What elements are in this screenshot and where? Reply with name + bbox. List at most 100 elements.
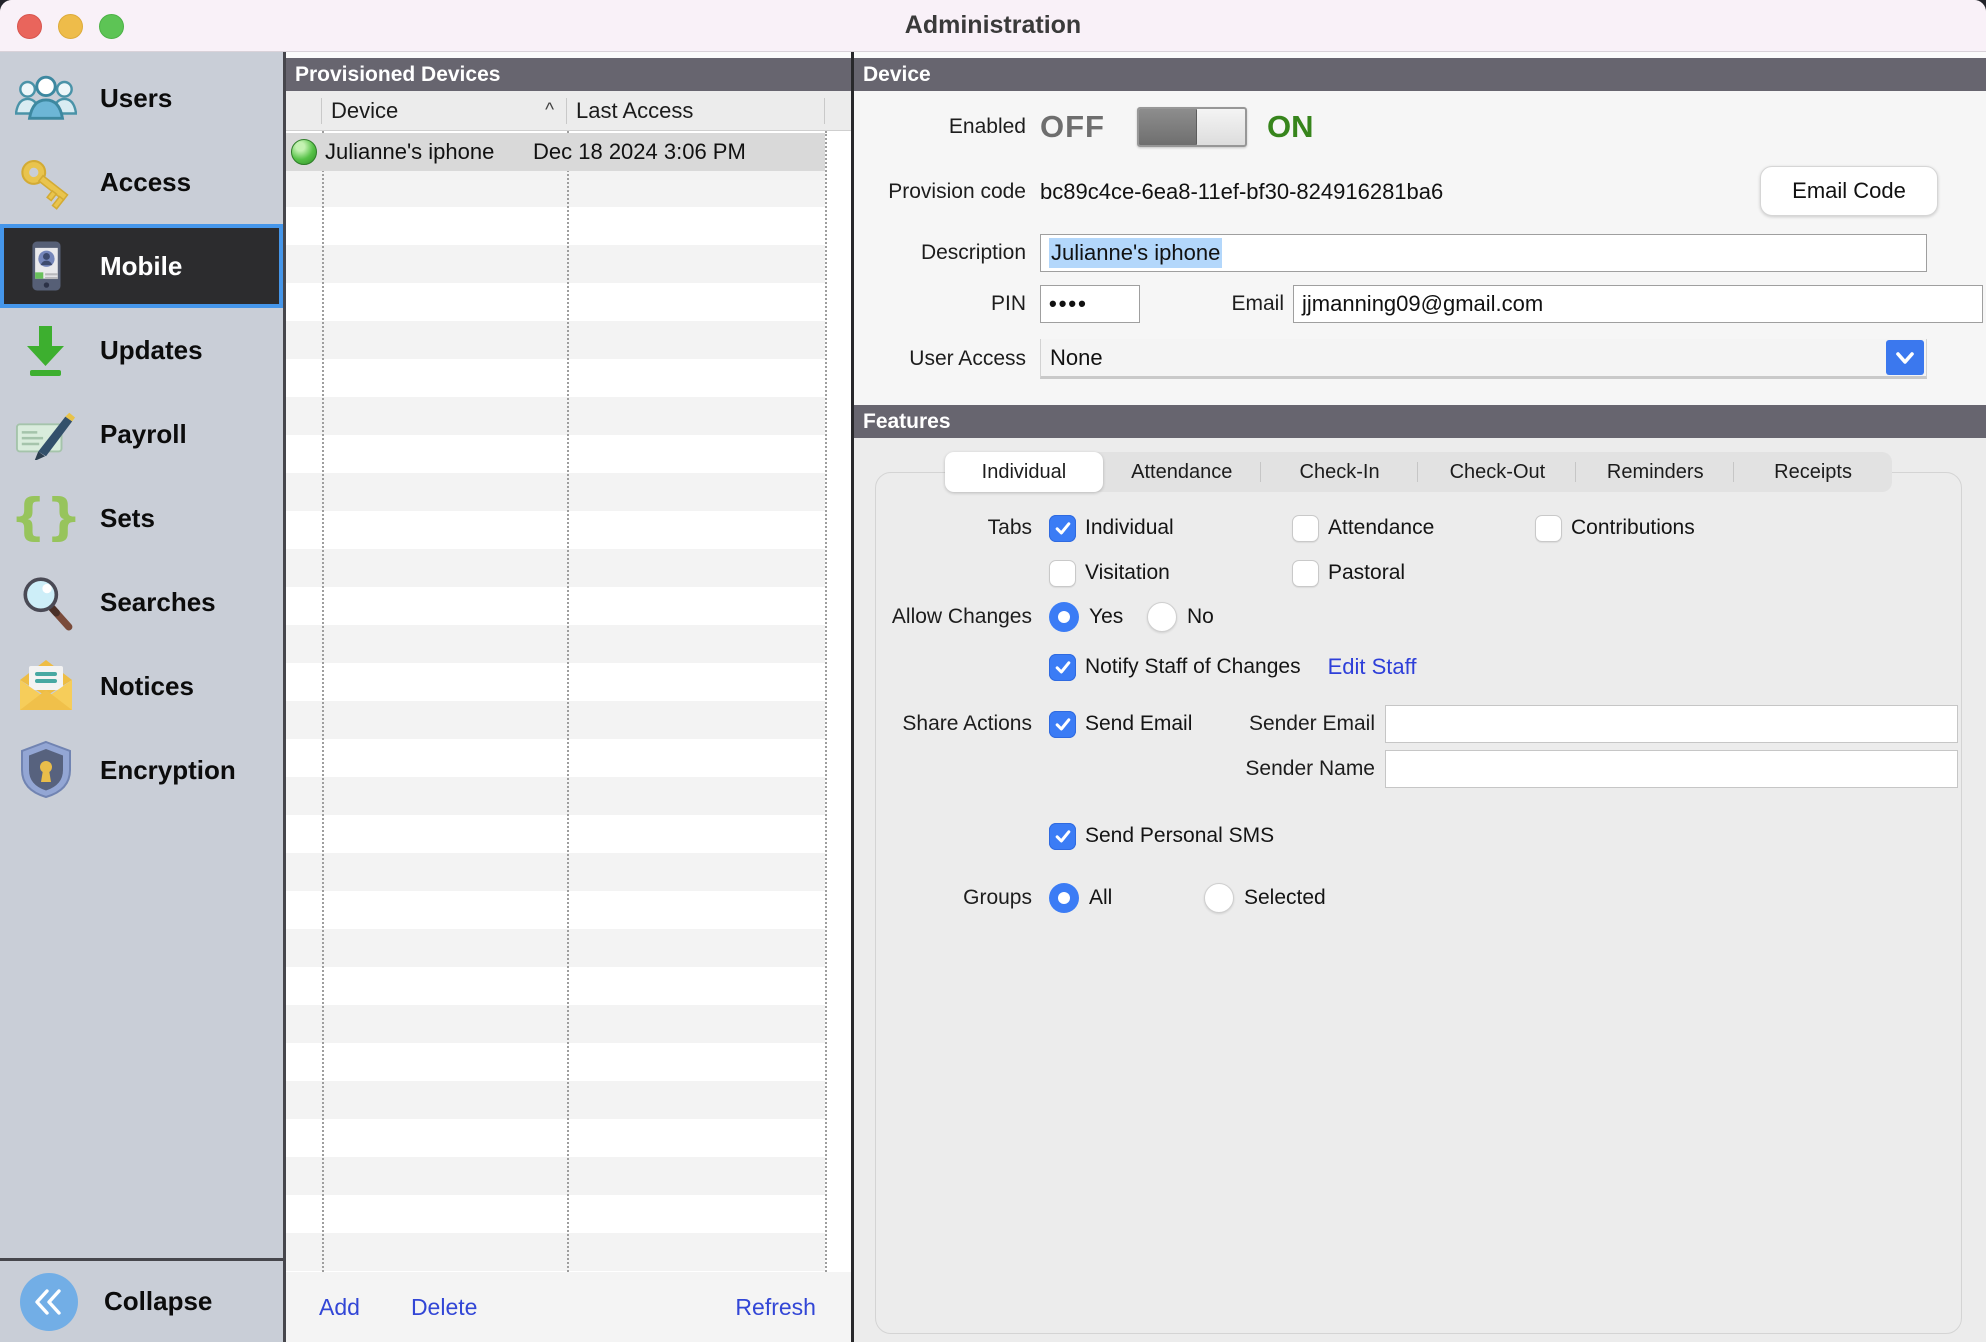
radio-group-selected[interactable]: Selected bbox=[1204, 883, 1326, 913]
titlebar: Administration bbox=[0, 0, 1986, 52]
checkbox-checked-icon[interactable] bbox=[1049, 822, 1076, 850]
checkbox-group-visitation[interactable]: Visitation bbox=[1049, 559, 1292, 587]
sort-ascending-icon[interactable]: ^ bbox=[545, 99, 554, 121]
sidebar-item-updates[interactable]: Updates bbox=[0, 308, 283, 392]
column-divider bbox=[825, 131, 827, 1272]
provision-code-value: bc89c4ce-6ea8-11ef-bf30-824916281ba6 bbox=[1040, 179, 1444, 204]
device-column-header[interactable]: Device ^ bbox=[322, 97, 567, 124]
radio-unselected-icon[interactable] bbox=[1147, 602, 1177, 632]
features-tabstrip: Individual Attendance Check-In Check-Out… bbox=[945, 452, 1892, 492]
mobile-icon bbox=[14, 236, 78, 296]
checkbox-checked-icon[interactable] bbox=[1049, 514, 1076, 542]
sidebar-item-sets[interactable]: {} Sets bbox=[0, 476, 283, 560]
selected-text: Julianne's iphone bbox=[1049, 238, 1223, 268]
description-input[interactable]: Julianne's iphone bbox=[1040, 234, 1927, 272]
sidebar-item-access[interactable]: Access bbox=[0, 140, 283, 224]
checkbox-group-send-sms[interactable]: Send Personal SMS bbox=[1049, 822, 1274, 850]
edit-staff-link[interactable]: Edit Staff bbox=[1327, 654, 1417, 679]
sender-name-input[interactable] bbox=[1385, 750, 1958, 788]
close-window-button[interactable] bbox=[17, 14, 42, 39]
table-stripes bbox=[286, 131, 825, 1272]
checkbox-group-pastoral[interactable]: Pastoral bbox=[1292, 559, 1405, 587]
pin-input[interactable]: •••• bbox=[1040, 285, 1140, 323]
device-section-header: Device bbox=[854, 58, 1986, 91]
user-access-value: None bbox=[1050, 344, 1103, 370]
sidebar-item-label: Encryption bbox=[100, 754, 236, 785]
device-actions-bar: Add Delete Refresh bbox=[286, 1272, 851, 1342]
tabs-label: Tabs bbox=[987, 516, 1032, 539]
email-label: Email bbox=[1231, 292, 1284, 315]
tab-attendance[interactable]: Attendance bbox=[1103, 452, 1261, 492]
share-actions-label: Share Actions bbox=[902, 712, 1032, 735]
tab-receipts[interactable]: Receipts bbox=[1774, 460, 1852, 483]
sidebar-item-label: Searches bbox=[100, 586, 216, 617]
tab-reminders[interactable]: Reminders bbox=[1576, 452, 1734, 492]
email-input[interactable]: jjmanning09@gmail.com bbox=[1293, 285, 1983, 323]
tab-check-out[interactable]: Check-Out bbox=[1418, 452, 1577, 492]
sender-email-input[interactable] bbox=[1385, 705, 1958, 743]
table-row[interactable]: Julianne's iphone Dec 18 2024 3:06 PM bbox=[286, 133, 825, 171]
radio-selected-icon[interactable] bbox=[1049, 602, 1079, 632]
checkbox-unchecked-icon[interactable] bbox=[1292, 514, 1319, 542]
sidebar-item-notices[interactable]: Notices bbox=[0, 644, 283, 728]
checkbox-group-attendance[interactable]: Attendance bbox=[1292, 514, 1535, 542]
last-access-column-header[interactable]: Last Access bbox=[567, 97, 825, 124]
toggle-knob bbox=[1139, 109, 1198, 145]
add-device-button[interactable]: Add bbox=[319, 1293, 360, 1320]
checkbox-checked-icon[interactable] bbox=[1049, 653, 1076, 681]
radio-group-yes[interactable]: Yes bbox=[1049, 602, 1147, 632]
device-table-header: Device ^ Last Access bbox=[286, 91, 851, 131]
tab-individual[interactable]: Individual bbox=[945, 452, 1103, 492]
checkbox-unchecked-icon[interactable] bbox=[1049, 559, 1076, 587]
envelope-icon bbox=[14, 656, 78, 716]
sidebar-item-label: Updates bbox=[100, 334, 203, 365]
sidebar-item-mobile[interactable]: Mobile bbox=[0, 224, 283, 308]
email-code-button[interactable]: Email Code bbox=[1760, 166, 1938, 216]
groups-label: Groups bbox=[963, 886, 1032, 909]
users-icon bbox=[14, 68, 78, 128]
checkbox-group-individual[interactable]: Individual bbox=[1049, 514, 1292, 542]
radio-unselected-icon[interactable] bbox=[1204, 883, 1234, 913]
user-access-label: User Access bbox=[909, 347, 1026, 370]
radio-group-no[interactable]: No bbox=[1147, 602, 1214, 632]
minimize-window-button[interactable] bbox=[58, 14, 83, 39]
checkbox-group-notify-staff[interactable]: Notify Staff of Changes bbox=[1049, 653, 1301, 681]
features-section-header: Features bbox=[854, 405, 1986, 438]
provisioned-devices-panel: Provisioned Devices Device ^ Last Access bbox=[286, 52, 854, 1342]
window-title: Administration bbox=[904, 11, 1082, 39]
sidebar-item-payroll[interactable]: Payroll bbox=[0, 392, 283, 476]
traffic-lights bbox=[17, 14, 124, 39]
enabled-toggle[interactable] bbox=[1137, 107, 1247, 147]
sidebar-collapse[interactable]: Collapse bbox=[0, 1258, 283, 1342]
payroll-check-pen-icon bbox=[14, 404, 78, 464]
sidebar-item-label: Payroll bbox=[100, 418, 187, 449]
checkbox-unchecked-icon[interactable] bbox=[1292, 559, 1319, 587]
sender-name-label: Sender Name bbox=[1245, 757, 1375, 780]
chevron-down-icon[interactable] bbox=[1886, 340, 1924, 375]
tab-check-in[interactable]: Check-In bbox=[1261, 452, 1419, 492]
device-form: Enabled OFF ON Provision code bc89c4ce-6… bbox=[854, 91, 1986, 405]
sidebar-item-searches[interactable]: Searches bbox=[0, 560, 283, 644]
checkbox-group-contributions[interactable]: Contributions bbox=[1535, 514, 1695, 542]
collapse-label: Collapse bbox=[104, 1286, 213, 1316]
provisioned-devices-header: Provisioned Devices bbox=[286, 58, 851, 91]
sidebar-item-label: Access bbox=[100, 166, 192, 197]
checkbox-checked-icon[interactable] bbox=[1049, 710, 1076, 738]
radio-selected-icon[interactable] bbox=[1049, 883, 1079, 913]
zoom-window-button[interactable] bbox=[99, 14, 124, 39]
checkbox-unchecked-icon[interactable] bbox=[1535, 514, 1562, 542]
key-icon bbox=[14, 152, 78, 212]
magnifier-icon bbox=[14, 572, 78, 632]
delete-device-button[interactable]: Delete bbox=[410, 1293, 478, 1320]
checkbox-group-send-email[interactable]: Send Email bbox=[1049, 710, 1235, 738]
user-access-dropdown[interactable]: None bbox=[1040, 339, 1927, 379]
device-name-cell: Julianne's iphone bbox=[325, 139, 495, 164]
sidebar-item-users[interactable]: Users bbox=[0, 56, 283, 140]
radio-group-all[interactable]: All bbox=[1049, 883, 1204, 913]
download-arrow-icon bbox=[14, 320, 78, 380]
status-online-icon bbox=[291, 139, 317, 165]
refresh-devices-button[interactable]: Refresh bbox=[735, 1293, 816, 1320]
provision-code-label: Provision code bbox=[888, 180, 1026, 203]
sidebar-item-encryption[interactable]: Encryption bbox=[0, 728, 283, 812]
